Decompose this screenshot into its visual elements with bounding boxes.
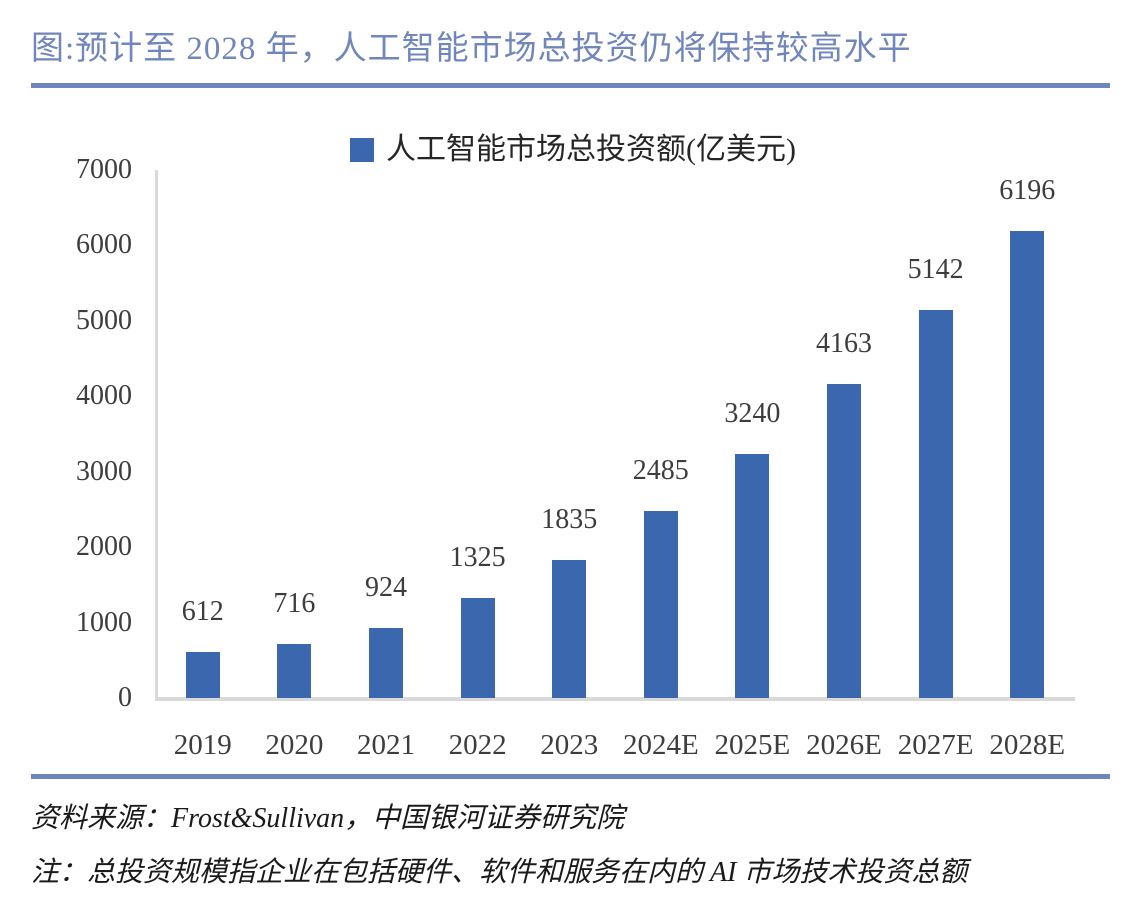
bar-2020 — [277, 644, 312, 698]
bar-2026E — [827, 384, 861, 698]
bar-value-label: 4163 — [816, 328, 872, 359]
x-axis-tick-label: 2025E — [714, 729, 791, 761]
x-axis-tick-label: 2020 — [265, 729, 324, 761]
legend-swatch-icon — [350, 138, 374, 162]
bar-value-label: 716 — [273, 588, 316, 619]
x-axis-tick-label: 2021 — [357, 729, 415, 761]
bar-2028E — [1010, 231, 1045, 698]
y-axis-line — [155, 170, 158, 701]
bar-2023 — [552, 560, 587, 698]
y-axis-tick-label: 6000 — [76, 229, 132, 261]
x-axis-tick-label: 2019 — [173, 729, 232, 761]
bar-value-label: 612 — [181, 596, 224, 627]
source-text: 资料来源：Frost&Sullivan，中国银河证券研究院 — [31, 803, 625, 834]
y-axis-tick-label: 0 — [118, 682, 132, 713]
note-text: 注：总投资规模指企业在包括硬件、软件和服务在内的 AI 市场技术投资总额 — [31, 857, 968, 888]
y-axis-tick-label: 4000 — [76, 380, 132, 412]
x-axis-line — [155, 697, 1075, 701]
y-axis-tick-label: 5000 — [76, 304, 132, 336]
title-divider — [31, 83, 1110, 88]
figure-title: 图:预计至 2028 年，人工智能市场总投资仍将保持较高水平 — [31, 31, 912, 67]
bar-2024E — [643, 511, 678, 698]
footer-divider — [31, 774, 1110, 779]
y-axis-tick-label: 2000 — [76, 531, 132, 563]
bar-value-label: 2485 — [632, 455, 689, 486]
x-axis-tick-label: 2023 — [540, 729, 599, 761]
x-axis-tick-label: 2028E — [989, 729, 1066, 761]
bar-value-label: 1835 — [541, 504, 598, 535]
bar-2021 — [369, 628, 403, 698]
legend-label: 人工智能市场总投资额(亿美元) — [386, 133, 796, 166]
bar-value-label: 3240 — [724, 398, 781, 429]
y-axis-tick-label: 3000 — [76, 455, 132, 487]
bar-2019 — [185, 652, 220, 698]
x-axis-tick-label: 2026E — [806, 729, 882, 761]
bar-value-label: 5142 — [907, 254, 964, 285]
bar-2025E — [735, 454, 770, 698]
bar-2027E — [918, 310, 953, 698]
chart-legend: 人工智能市场总投资额(亿美元) — [350, 135, 796, 165]
x-axis-tick-label: 2022 — [448, 729, 507, 761]
y-axis-tick-label: 7000 — [76, 154, 132, 185]
bar-value-label: 1325 — [449, 542, 506, 573]
x-axis-tick-label: 2027E — [897, 729, 974, 761]
bar-value-label: 6196 — [999, 175, 1056, 206]
bar-value-label: 924 — [365, 572, 407, 603]
bar-2022 — [460, 598, 495, 698]
x-axis-tick-label: 2024E — [622, 729, 699, 761]
y-axis-tick-label: 1000 — [76, 606, 132, 638]
